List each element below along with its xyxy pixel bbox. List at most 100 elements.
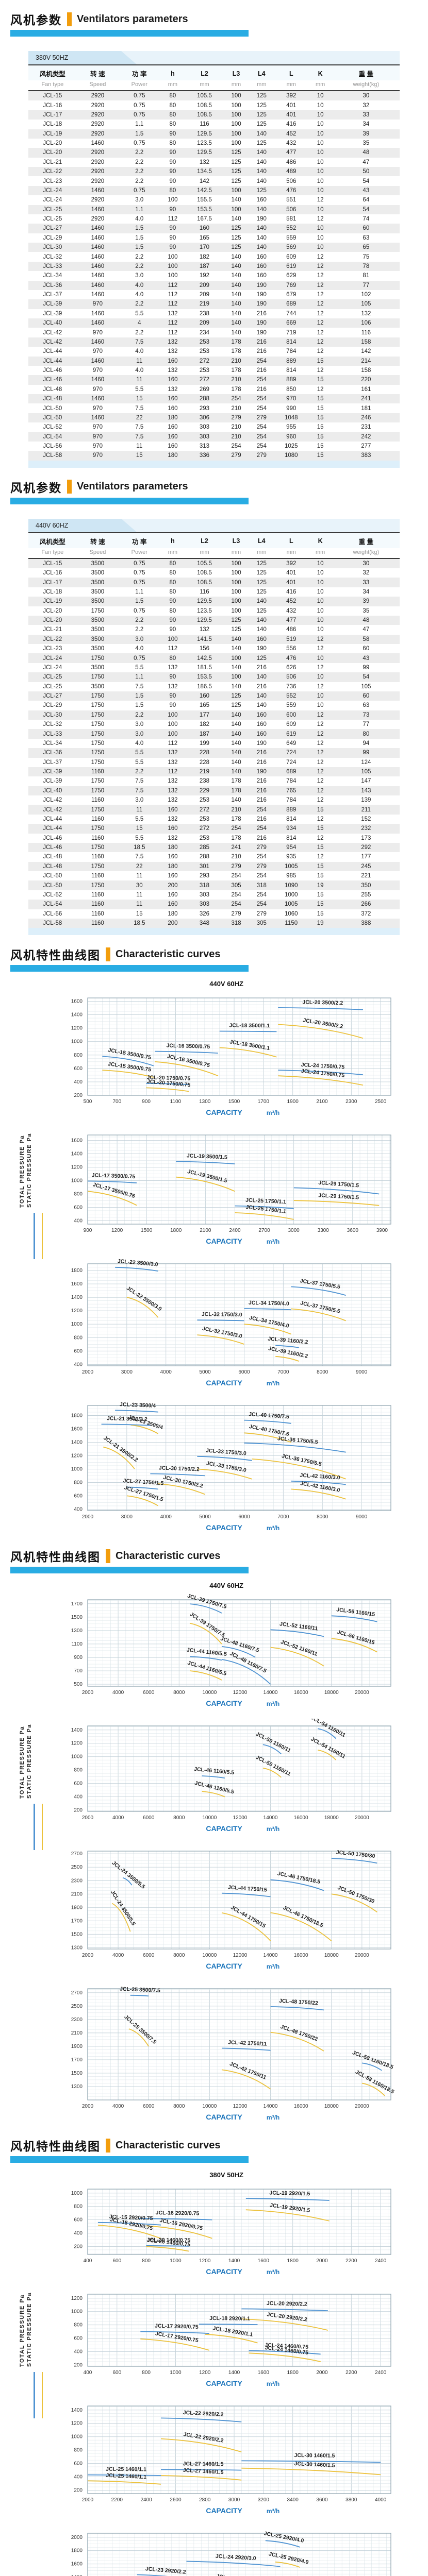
table-cell: 132 — [199, 159, 210, 165]
y-axis-tick-label: 1500 — [71, 2071, 83, 2076]
table-cell: 254 — [256, 358, 267, 364]
table-cell: JCL-15 — [43, 560, 62, 567]
x-axis-tick-label: 3000 — [121, 1369, 133, 1375]
table-row: JCL-27 1460 1.5 90 160 125 140 552 10 60 — [28, 224, 400, 233]
total-pressure-curve — [137, 2574, 167, 2576]
table-row: JCL-40 1460 4 112 209 140 190 669 12 106 — [28, 318, 400, 328]
column-header-en: mm — [274, 548, 308, 558]
x-axis-tick-label: 3600 — [347, 1228, 359, 1233]
table-cell: 43 — [363, 655, 370, 662]
table-cell: 12 — [317, 367, 324, 374]
table-cell: 2920 — [91, 159, 105, 165]
table-cell: 35 — [363, 140, 370, 147]
x-axis-tick-label: 12000 — [233, 1690, 248, 1696]
capacity-axis-label: CAPACITY — [206, 1108, 242, 1116]
table-cell: 970 — [92, 424, 103, 431]
table-cell: 2920 — [91, 102, 105, 109]
table-cell: JCL-20 — [43, 149, 62, 156]
table-cell: 210 — [231, 377, 241, 383]
y-axis-tick-label: 600 — [74, 1781, 83, 1787]
table-cell: JCL-25 — [43, 206, 62, 213]
x-axis-tick-label: 3000 — [121, 1514, 133, 1520]
table-row: JCL-46 1460 11 160 272 210 254 889 15 220 — [28, 375, 400, 385]
table-row: JCL-15 3500 0.75 80 105.5 100 125 392 10 30 — [28, 558, 400, 568]
table-cell: 1460 — [91, 292, 105, 298]
table-cell: 10 — [317, 102, 324, 109]
table-cell: 178 — [231, 787, 241, 794]
x-axis-tick-label: 14000 — [264, 1953, 278, 1958]
table-cell: 77 — [363, 721, 370, 728]
table-row: JCL-16 3500 0.75 80 108.5 100 125 401 10 32 — [28, 568, 400, 578]
section-title-en: Characteristic curves — [116, 1550, 221, 1562]
curve-label: JCL-52 1160/11 — [280, 1639, 319, 1657]
table-cell: JCL-44 — [43, 358, 62, 364]
table-cell: 669 — [286, 320, 297, 327]
table-cell: 132 — [168, 664, 178, 671]
table-cell: 15 — [317, 806, 324, 813]
capacity-axis-label: CAPACITY — [206, 2267, 242, 2276]
table-cell: 1090 — [284, 882, 298, 889]
curve-label: JCL-20 1750/0.75 — [146, 1075, 190, 1082]
table-cell: 125 — [256, 93, 267, 99]
table-row: JCL-19 3500 1.5 90 129.5 100 140 452 10 39 — [28, 597, 400, 606]
table-cell: 90 — [169, 702, 176, 709]
static-pressure-curve — [111, 1903, 131, 1932]
table-cell: 160 — [168, 825, 178, 832]
table-cell: 160 — [168, 424, 178, 431]
y-axis-tick-label: 1400 — [71, 1295, 83, 1300]
table-cell: 1750 — [91, 787, 105, 794]
table-cell: 1080 — [284, 452, 298, 459]
table-cell: 90 — [169, 159, 176, 165]
section-title-en: Ventilators parameters — [77, 481, 188, 493]
curve-chart-svg: 200 400 600 800 1000 1200 1400 2000 2200 2400 2600… — [71, 2405, 391, 2515]
table-cell: 1.1 — [135, 588, 144, 595]
curve-chart-svg: 500 700 900 1100 1300 1500 1700 2000 4000 6000 800… — [71, 1593, 391, 1707]
plot-border — [87, 2533, 391, 2576]
table-cell: 719 — [286, 329, 297, 336]
table-body: JCL-15 3500 0.75 80 105.5 100 125 392 10 30 JCL-16… — [28, 558, 400, 928]
y-axis-tick-label: 1200 — [71, 1165, 83, 1171]
y-axis-tick-label: 400 — [74, 2231, 83, 2236]
y-axis-tick-label: 400 — [74, 1218, 83, 1224]
column-header-cn: 转 速 — [76, 532, 119, 548]
table-cell: 180 — [168, 414, 178, 421]
table-cell: 253 — [199, 367, 210, 374]
x-axis-tick-label: 12000 — [233, 1815, 248, 1821]
table-cell: 190 — [256, 646, 267, 652]
table-cell: JCL-30 — [43, 711, 62, 718]
table-cell: 401 — [286, 111, 297, 118]
static-pressure-curve — [241, 2318, 328, 2331]
table-cell: JCL-46 — [43, 835, 62, 841]
table-cell: 3500 — [91, 598, 105, 605]
cyan-underline-bar — [10, 497, 249, 504]
table-cell: 814 — [286, 367, 297, 374]
table-cell: 100 — [231, 655, 241, 662]
table-cell: 116 — [361, 329, 371, 336]
x-axis-tick-label: 2400 — [375, 2370, 387, 2376]
y-axis-tick-label: 1400 — [71, 1440, 83, 1446]
y-axis-tick-label: 600 — [74, 1494, 83, 1499]
static-pressure-curve — [87, 1191, 137, 1206]
table-cell: 10 — [317, 626, 324, 633]
curve-chart-svg: 1300 1500 1700 1900 2100 2300 2500 2700 2000 4000… — [71, 1986, 396, 2121]
y-axis-tick-label: 600 — [74, 2461, 83, 2467]
table-cell: 1.1 — [135, 121, 144, 128]
table-cell: 254 — [256, 433, 267, 440]
table-cell: 970 — [92, 301, 103, 308]
table-cell: 140 — [256, 617, 267, 624]
table-cell: JCL-25 — [43, 674, 62, 681]
characteristic-curve-chart: 1300 1500 1700 1900 2100 2300 2500 2700 2000 4000… — [0, 1981, 428, 2126]
table-cell: 238 — [199, 310, 210, 317]
table-cell: 158 — [361, 367, 371, 374]
y-axis-tick-label: 1400 — [71, 1151, 83, 1157]
table-cell: 15 — [317, 424, 324, 431]
table-cell: 140 — [231, 711, 241, 718]
x-axis-tick-label: 1200 — [199, 2258, 211, 2264]
curve-label: JCL-37 1750/5.5 — [300, 1300, 341, 1314]
table-cell: 100 — [168, 263, 178, 269]
table-cell: JCL-16 — [43, 102, 62, 109]
table-cell: JCL-22 — [43, 636, 62, 642]
table-cell: JCL-24 — [43, 197, 62, 204]
table-row: JCL-48 1460 15 160 288 254 254 970 15 241 — [28, 394, 400, 404]
table-cell: 90 — [169, 693, 176, 700]
